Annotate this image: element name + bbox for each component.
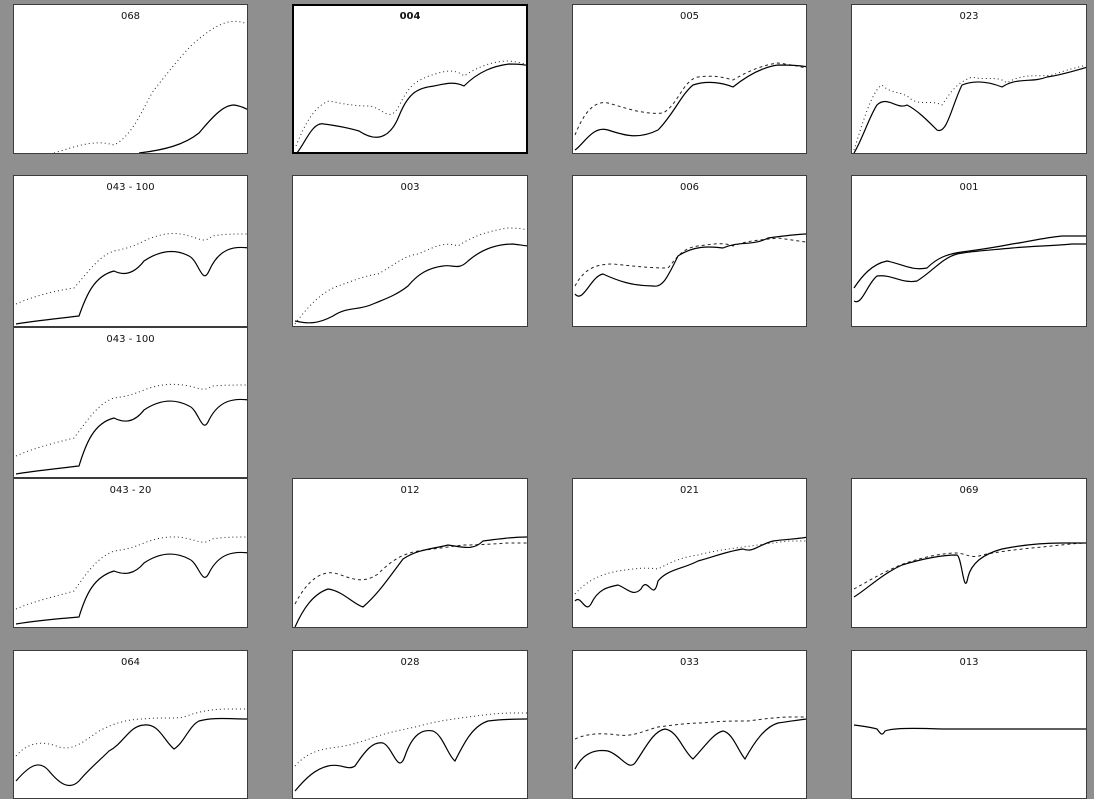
panel-label: 005 [679,11,700,22]
panel-label: 043 - 20 [109,485,152,496]
spectrum-panel-012[interactable]: 012 [292,478,528,628]
panel-label: 003 [400,182,420,193]
spectrum-plot [574,62,806,151]
panel-label: 068 [120,11,141,22]
spectrum-panel-043-100[interactable]: 043 - 100 [13,175,248,327]
panel-label: 001 [959,182,979,193]
panel-label: 043 - 100 [106,182,155,193]
panel-label: 013 [959,657,979,668]
spectrum-panel-023[interactable]: 023 [851,4,1087,154]
panel-label: 006 [679,182,700,193]
panel-label: 012 [400,485,420,496]
spectrum-panel-001[interactable]: 001 [851,175,1087,327]
panel-label: 021 [679,485,700,496]
spectrum-panel-068[interactable]: 068 [13,4,248,154]
spectrum-panel-043-100-b[interactable]: 043 - 100 [13,327,248,478]
spectrum-plot [853,235,1086,303]
spectrum-panel-033[interactable]: 033 [572,650,807,799]
spectrum-plot [294,712,527,792]
panel-label: 064 [120,657,141,668]
spectrum-plot [15,233,247,325]
spectrum-panel-003[interactable]: 003 [292,175,528,327]
spectrum-plot [574,536,806,608]
spectrum-plot [53,20,247,153]
spectrum-panel-069[interactable]: 069 [851,478,1087,628]
spectrum-panel-028[interactable]: 028 [292,650,528,799]
spectrum-plot [295,60,526,152]
spectrum-plot [853,542,1086,598]
spectrum-panel-064[interactable]: 064 [13,650,248,799]
spectrum-plot [853,724,1086,735]
spectrum-panel-013[interactable]: 013 [851,650,1087,799]
spectrum-panel-006[interactable]: 006 [572,175,807,327]
spectrum-plot [853,64,1086,153]
spectrum-panel-005[interactable]: 005 [572,4,807,154]
panel-label: 069 [959,485,979,496]
spectrum-plot [294,227,527,325]
spectrum-plot [15,383,247,475]
panel-label: 004 [399,11,421,22]
panel-label: 023 [959,11,979,22]
spectrum-plot [15,708,247,786]
panel-label: 043 - 100 [106,334,155,345]
spectrum-plot [294,536,527,627]
spectrum-plot [574,233,806,297]
spectrum-panel-004[interactable]: 004 [292,4,528,154]
panel-label: 033 [679,657,700,668]
spectrum-plot [15,536,247,625]
spectrum-plot [574,716,806,770]
spectrum-panel-043-20[interactable]: 043 - 20 [13,478,248,628]
panel-label: 028 [400,657,420,668]
spectrum-panel-021[interactable]: 021 [572,478,807,628]
